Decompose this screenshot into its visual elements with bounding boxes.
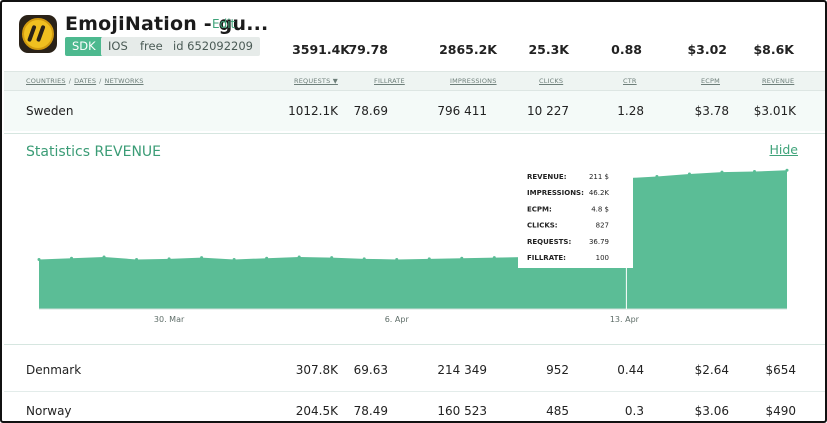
data-point[interactable] bbox=[167, 257, 171, 261]
row-clicks: 10 227 bbox=[527, 104, 569, 118]
revenue-area-series bbox=[39, 170, 787, 309]
summary-requests: 3591.4K bbox=[292, 42, 350, 57]
row-revenue: $490 bbox=[765, 404, 796, 418]
x-tick-label: 13. Apr bbox=[610, 315, 640, 324]
column-header-bar: COUNTRIES / DATES / NETWORKS REQUESTS ▼ FILL… bbox=[4, 71, 825, 91]
data-point[interactable] bbox=[720, 170, 724, 174]
breadcrumb-separator: / bbox=[99, 77, 102, 85]
row-clicks: 952 bbox=[546, 363, 569, 377]
column-ctr[interactable]: CTR bbox=[623, 77, 637, 85]
summary-clicks: 25.3K bbox=[528, 42, 569, 57]
tooltip-label: REQUESTS: bbox=[527, 238, 571, 246]
tooltip-label: ECPM: bbox=[527, 205, 552, 213]
x-tick-label: 30. Mar bbox=[154, 315, 185, 324]
tooltip-value: 4.8 $ bbox=[591, 205, 609, 213]
row-impressions: 796 411 bbox=[437, 104, 487, 118]
data-point[interactable] bbox=[265, 256, 269, 260]
tooltip-value: 46.2K bbox=[589, 189, 610, 197]
data-point[interactable] bbox=[232, 257, 236, 261]
data-point[interactable] bbox=[492, 256, 496, 260]
row-ctr: 1.28 bbox=[617, 104, 644, 118]
data-point[interactable] bbox=[70, 256, 74, 260]
row-requests: 204.5K bbox=[295, 404, 338, 418]
row-revenue: $3.01K bbox=[753, 104, 796, 118]
column-requests[interactable]: REQUESTS ▼ bbox=[294, 77, 338, 85]
column-revenue[interactable]: REVENUE bbox=[762, 77, 795, 85]
row-ctr: 0.44 bbox=[617, 363, 644, 377]
chart-tooltip: REVENUE: 211 $ IMPRESSIONS: 46.2K ECPM: 4.8 $… bbox=[518, 166, 633, 268]
row-impressions: 214 349 bbox=[437, 363, 487, 377]
tooltip-label: IMPRESSIONS: bbox=[527, 189, 584, 197]
row-fillrate: 78.69 bbox=[353, 104, 388, 118]
tooltip-value: 827 bbox=[596, 222, 609, 230]
row-ecpm: $3.06 bbox=[694, 404, 729, 418]
data-point[interactable] bbox=[752, 170, 756, 174]
summary-revenue: $8.6K bbox=[753, 42, 794, 57]
tooltip-background bbox=[518, 166, 633, 268]
row-country: Norway bbox=[26, 404, 72, 418]
data-point[interactable] bbox=[655, 174, 659, 178]
table-row[interactable]: Sweden 1012.1K 78.69 796 411 10 227 1.28… bbox=[4, 91, 825, 131]
x-tick-label: 6. Apr bbox=[385, 315, 410, 324]
tag-sdk[interactable]: SDK bbox=[65, 37, 103, 56]
data-point[interactable] bbox=[687, 172, 691, 176]
breadcrumb-networks[interactable]: NETWORKS bbox=[104, 77, 144, 85]
tag-app-id: id 652092209 bbox=[166, 37, 261, 56]
tooltip-label: FILLRATE: bbox=[527, 254, 566, 262]
breadcrumb-countries[interactable]: COUNTRIES bbox=[26, 77, 66, 85]
tag-pricing[interactable]: free bbox=[133, 37, 170, 56]
data-point[interactable] bbox=[460, 256, 464, 260]
breadcrumb-separator: / bbox=[68, 77, 72, 85]
summary-ctr: 0.88 bbox=[611, 42, 642, 57]
row-ecpm: $2.64 bbox=[694, 363, 729, 377]
column-ecpm[interactable]: ECPM bbox=[701, 77, 720, 85]
breadcrumb: COUNTRIES / DATES / NETWORKS bbox=[26, 77, 144, 85]
row-requests: 1012.1K bbox=[288, 104, 338, 118]
row-country: Denmark bbox=[26, 363, 82, 377]
data-point[interactable] bbox=[395, 257, 399, 261]
breadcrumb-dates[interactable]: DATES bbox=[74, 77, 97, 85]
summary-ecpm: $3.02 bbox=[687, 42, 727, 57]
data-point[interactable] bbox=[200, 256, 204, 260]
tooltip-label: CLICKS: bbox=[527, 222, 558, 230]
tooltip-value: 211 $ bbox=[589, 173, 609, 181]
edit-link[interactable]: Edit bbox=[212, 17, 236, 31]
row-divider bbox=[4, 391, 825, 392]
data-point[interactable] bbox=[427, 257, 431, 261]
column-fillrate[interactable]: FILLRATE bbox=[374, 77, 405, 85]
data-point[interactable] bbox=[362, 257, 366, 261]
revenue-area-chart[interactable]: 30. Mar 6. Apr 13. Apr REVENUE: 211 $ IMPRESS… bbox=[4, 134, 825, 346]
data-point[interactable] bbox=[297, 255, 301, 259]
summary-fillrate: 79.78 bbox=[348, 42, 388, 57]
data-point[interactable] bbox=[785, 168, 789, 172]
app-logo-icon bbox=[19, 15, 57, 53]
statistics-title: Statistics REVENUE bbox=[26, 144, 162, 160]
row-revenue: $654 bbox=[765, 363, 796, 377]
column-clicks[interactable]: CLICKS bbox=[539, 77, 564, 85]
row-requests: 307.8K bbox=[295, 363, 338, 377]
tooltip-label: REVENUE: bbox=[527, 173, 567, 181]
row-fillrate: 69.63 bbox=[353, 363, 388, 377]
tooltip-value: 100 bbox=[596, 254, 609, 262]
row-country: Sweden bbox=[26, 104, 74, 118]
tag-platform[interactable]: IOS bbox=[101, 37, 135, 56]
tooltip-value: 36.79 bbox=[589, 238, 609, 246]
row-ctr: 0.3 bbox=[624, 404, 644, 418]
hide-button[interactable]: Hide bbox=[769, 142, 799, 157]
statistics-panel: Statistics REVENUE Hide 30. Mar 6. Apr 13.… bbox=[4, 133, 825, 345]
summary-impressions: 2865.2K bbox=[439, 42, 497, 57]
data-point[interactable] bbox=[37, 257, 41, 261]
row-fillrate: 78.49 bbox=[353, 404, 388, 418]
table-row[interactable]: Denmark 307.8K 69.63 214 349 952 0.44 $2… bbox=[4, 350, 825, 390]
row-impressions: 160 523 bbox=[437, 404, 487, 418]
row-ecpm: $3.78 bbox=[694, 104, 729, 118]
data-point[interactable] bbox=[102, 255, 106, 259]
app-title: EmojiNation - gu... bbox=[65, 13, 269, 35]
data-point[interactable] bbox=[135, 257, 139, 261]
column-impressions[interactable]: IMPRESSIONS bbox=[450, 77, 497, 85]
row-clicks: 485 bbox=[546, 404, 569, 418]
data-point[interactable] bbox=[330, 256, 334, 260]
table-row[interactable]: Norway 204.5K 78.49 160 523 485 0.3 $3.0… bbox=[4, 391, 825, 421]
